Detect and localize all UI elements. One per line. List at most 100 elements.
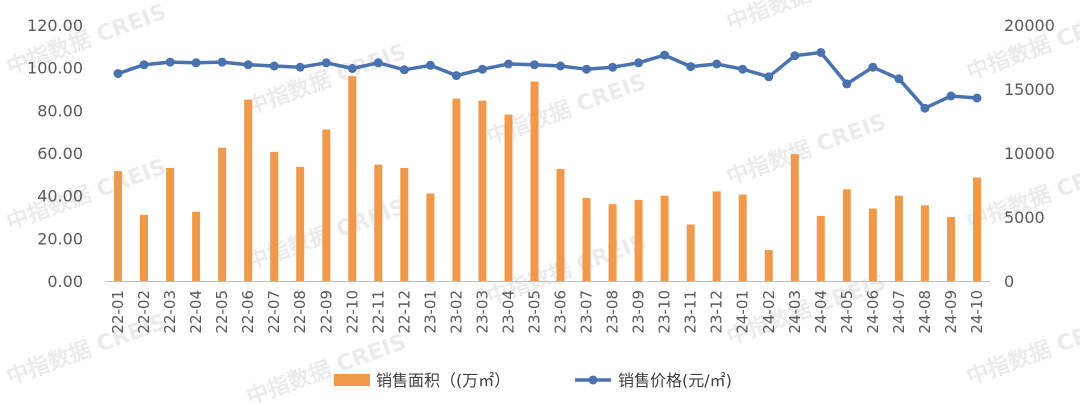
y-left-tick-label: 40.00 — [37, 187, 83, 206]
price-point-23-10 — [660, 50, 670, 60]
bar-23-05 — [530, 81, 539, 281]
bar-24-10 — [973, 177, 981, 281]
legend-line-label: 销售价格(元/㎡) — [618, 371, 732, 390]
x-tick-label: 24-02 — [760, 290, 778, 334]
price-point-23-01 — [425, 60, 435, 70]
x-tick-label: 23-02 — [447, 290, 465, 334]
bar-series — [114, 76, 981, 281]
x-tick-label: 24-06 — [864, 290, 882, 334]
watermark-text: 中指数据 CREIS — [723, 109, 890, 191]
y-right-tick-label: 0 — [1004, 272, 1014, 291]
bar-23-04 — [504, 114, 513, 281]
watermark-text: 中指数据 CREIS — [243, 329, 410, 405]
price-point-22-03 — [165, 57, 175, 67]
bar-24-07 — [894, 195, 903, 281]
y-left-tick-label: 80.00 — [37, 101, 83, 120]
price-line — [117, 50, 978, 110]
price-point-22-06 — [243, 60, 253, 70]
y-right-tick-label: 20000 — [1004, 16, 1055, 35]
y-left-tick-label: 20.00 — [37, 229, 83, 248]
price-point-23-06 — [556, 61, 565, 71]
price-point-22-12 — [399, 65, 409, 75]
y-left-tick-label: 100.00 — [27, 59, 83, 78]
price-point-22-11 — [373, 58, 383, 68]
watermark-text: 中指数据 CREIS — [723, 0, 890, 36]
bar-23-02 — [452, 98, 461, 281]
x-tick-label: 23-06 — [552, 290, 570, 334]
x-tick-label: 22-06 — [239, 290, 257, 334]
y-right-tick-label: 10000 — [1004, 144, 1055, 163]
price-point-22-05 — [217, 57, 227, 67]
x-tick-label: 22-08 — [291, 290, 309, 334]
bar-22-08 — [296, 166, 305, 281]
price-point-24-04 — [816, 48, 826, 57]
price-point-23-07 — [582, 64, 591, 74]
price-point-24-05 — [842, 79, 852, 89]
x-tick-label: 24-08 — [916, 290, 934, 334]
x-tick-label: 24-10 — [968, 290, 986, 334]
x-tick-label: 23-03 — [473, 290, 491, 334]
bar-23-10 — [660, 195, 669, 281]
x-tick-label: 22-09 — [317, 290, 335, 334]
x-tick-label: 22-12 — [395, 290, 413, 334]
price-point-22-10 — [347, 64, 357, 73]
bar-22-10 — [348, 76, 357, 281]
bar-23-08 — [608, 204, 617, 281]
price-point-22-07 — [269, 61, 279, 71]
x-tick-label: 22-11 — [369, 290, 387, 334]
bar-22-04 — [192, 211, 201, 281]
x-tick-label: 23-12 — [708, 290, 726, 334]
bar-24-08 — [920, 205, 929, 281]
price-point-22-04 — [191, 58, 201, 68]
price-point-22-01 — [113, 69, 123, 79]
price-point-23-09 — [634, 58, 644, 68]
price-point-24-01 — [738, 64, 748, 74]
price-point-23-12 — [712, 59, 722, 69]
x-tick-label: 22-10 — [343, 290, 361, 334]
x-tick-label: 24-04 — [812, 290, 830, 334]
y-left-tick-label: 60.00 — [37, 144, 83, 163]
bar-24-06 — [868, 208, 877, 281]
price-point-22-09 — [321, 58, 331, 68]
x-tick-label: 23-10 — [656, 290, 674, 334]
y-left-tick-label: 120.00 — [27, 16, 83, 35]
x-tick-label: 23-09 — [630, 290, 648, 334]
bar-24-02 — [764, 250, 773, 281]
bar-22-12 — [400, 167, 409, 281]
legend-line-marker — [588, 375, 598, 385]
bar-23-06 — [556, 169, 565, 281]
price-point-24-02 — [764, 72, 774, 82]
bar-23-11 — [686, 224, 695, 281]
x-tick-label: 22-01 — [109, 290, 127, 334]
bar-22-02 — [140, 214, 148, 281]
legend-bar-swatch — [334, 374, 370, 386]
bar-22-09 — [322, 129, 331, 281]
price-point-22-08 — [295, 62, 305, 72]
y-right-tick-label: 15000 — [1004, 80, 1055, 99]
x-tick-label: 24-09 — [942, 290, 960, 334]
x-tick-label: 22-03 — [161, 290, 179, 334]
bar-24-09 — [947, 217, 955, 281]
bar-22-07 — [270, 151, 279, 281]
x-tick-label: 22-02 — [135, 290, 153, 334]
price-point-23-05 — [530, 60, 539, 70]
x-tick-label: 23-04 — [500, 290, 518, 334]
price-point-23-04 — [504, 59, 513, 69]
legend-bar-label: 销售面积（(万㎡） — [376, 371, 510, 390]
bar-22-01 — [114, 171, 122, 281]
x-tick-label: 24-03 — [786, 290, 804, 334]
x-tick-label: 23-01 — [421, 290, 439, 334]
x-tick-label: 24-01 — [734, 290, 752, 334]
price-point-23-02 — [451, 71, 461, 81]
bar-24-01 — [738, 194, 747, 281]
bar-23-03 — [478, 100, 487, 281]
watermark-layer: 中指数据 CREIS 中指数据 CREIS 中指数据 CREIS 中指数据 CREIS… — [3, 0, 1080, 405]
x-tick-label: 22-04 — [187, 290, 205, 334]
bar-24-05 — [842, 189, 851, 281]
axes: 0.00 20.00 40.00 60.00 80.00 100.00 120.00 0 500… — [27, 16, 1055, 334]
price-point-24-10 — [972, 93, 982, 103]
price-point-23-03 — [477, 64, 487, 74]
legend: 销售面积（(万㎡） 销售价格(元/㎡) — [334, 371, 732, 390]
